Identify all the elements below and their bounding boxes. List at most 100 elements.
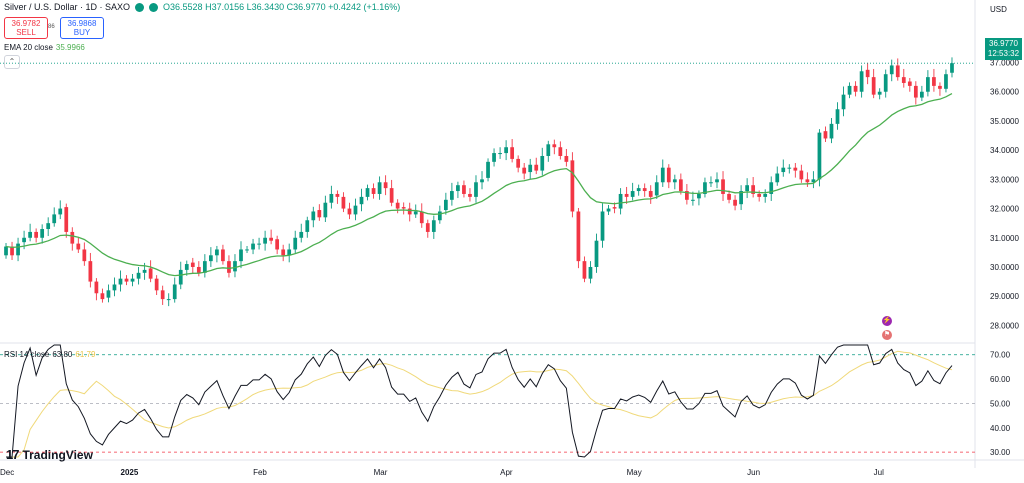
time-tick-label: Feb (253, 468, 267, 477)
candle-body (142, 269, 147, 273)
candle-body (257, 243, 261, 245)
candle-body (22, 237, 26, 243)
tv-logo-icon: 17 (6, 447, 20, 462)
candle-body (654, 182, 659, 196)
candle-body (4, 246, 8, 256)
brand-name: TradingView (22, 447, 93, 462)
rsi-tick-label: 50.00 (990, 399, 1011, 408)
time-tick-label: Dec (0, 468, 14, 477)
candle-body (227, 261, 231, 273)
candle-body (950, 63, 954, 73)
candle-body (341, 196, 346, 209)
lightning-icon[interactable]: ⚡ (882, 316, 892, 326)
candle-body (389, 188, 394, 203)
candle-body (431, 220, 436, 232)
candle-body (468, 193, 472, 197)
time-tick-label: Jun (747, 468, 760, 477)
candle-body (787, 167, 792, 169)
candle-body (793, 167, 798, 171)
candle-body (335, 193, 340, 197)
candle-body (305, 220, 310, 232)
rsi-legend[interactable]: RSI 14 close 63.80 61.79 (4, 350, 95, 359)
time-tick-label: Jul (874, 468, 884, 477)
candle-body (498, 153, 502, 155)
price-tick-label: 32.0000 (990, 205, 1019, 214)
candle-body (88, 261, 93, 282)
candle-body (124, 278, 129, 282)
candle-body (564, 155, 569, 162)
price-tick-label: 29.0000 (990, 292, 1019, 301)
candle-body (636, 188, 641, 192)
sell-price: 36.9782 (11, 19, 41, 28)
price-tick-label: 33.0000 (990, 175, 1019, 184)
candle-body (395, 202, 400, 209)
candle-body (377, 182, 382, 194)
candle-body (492, 153, 496, 162)
buy-label: BUY (73, 28, 91, 37)
candle-body (221, 249, 225, 262)
candle-body (281, 249, 286, 256)
candle-body (76, 243, 81, 250)
spread-value: 86 (48, 24, 55, 30)
candle-body (190, 262, 195, 267)
candle-body (642, 188, 647, 192)
last-price-value: 36.9770 (989, 39, 1018, 48)
symbol-title[interactable]: Silver / U.S. Dollar · 1D · SAXO (4, 2, 131, 12)
candle-body (299, 231, 304, 238)
candle-body (245, 249, 249, 251)
time-tick-label: Mar (374, 468, 388, 477)
candle-body (456, 185, 460, 192)
candle-body (727, 193, 731, 200)
candle-body (877, 91, 882, 95)
candle-body (913, 85, 918, 98)
candle-body (600, 211, 605, 241)
candle-body (251, 243, 255, 250)
candle-body (407, 208, 412, 215)
rsi-ma-line (6, 350, 953, 458)
price-tick-label: 30.0000 (990, 263, 1019, 272)
candle-body (594, 240, 599, 267)
candle-body (805, 179, 810, 183)
us-flag-icon[interactable]: ⚑ (882, 330, 892, 340)
candle-body (178, 269, 183, 285)
candle-body (552, 144, 557, 148)
ema-label: EMA 20 close (4, 43, 53, 52)
candle-body (630, 191, 635, 197)
candle-body (172, 284, 177, 300)
sell-button[interactable]: 36.9782 SELL (4, 17, 48, 39)
chevron-up-icon[interactable]: ⌃ (4, 55, 20, 69)
tradingview-logo: 17 TradingView (6, 447, 93, 462)
candle-body (425, 223, 430, 232)
candle-body (926, 77, 930, 92)
candle-body (811, 179, 816, 183)
market-open-icon (135, 2, 145, 12)
ohlc-readout: O36.5528 H37.0156 L36.3430 C36.9770 +0.4… (163, 2, 401, 12)
candle-body (745, 185, 749, 192)
price-tick-label: 31.0000 (990, 234, 1019, 243)
price-tick-label: 28.0000 (990, 321, 1019, 330)
last-price-tag: 36.9770 12:53:32 (985, 38, 1022, 60)
ema-legend[interactable]: EMA 20 close 35.9966 (4, 43, 85, 52)
currency-label[interactable]: USD (990, 5, 1007, 14)
candle-body (383, 182, 388, 189)
candle-body (624, 193, 629, 197)
candle-body (401, 207, 406, 209)
candle-body (865, 69, 870, 78)
candle-body (160, 290, 165, 300)
candle-body (588, 266, 593, 279)
candle-body (691, 199, 695, 201)
ema-value: 35.9966 (55, 43, 85, 52)
candle-body (413, 211, 418, 215)
candle-body (660, 167, 665, 183)
candle-body (202, 261, 207, 273)
candle-body (10, 246, 14, 256)
candle-body (269, 237, 273, 241)
candle-body (16, 243, 20, 256)
buy-button[interactable]: 36.9868 BUY (60, 17, 104, 39)
candle-body (901, 77, 906, 83)
candle-body (233, 261, 237, 272)
candle-body (919, 91, 924, 98)
candle-body (130, 278, 135, 282)
